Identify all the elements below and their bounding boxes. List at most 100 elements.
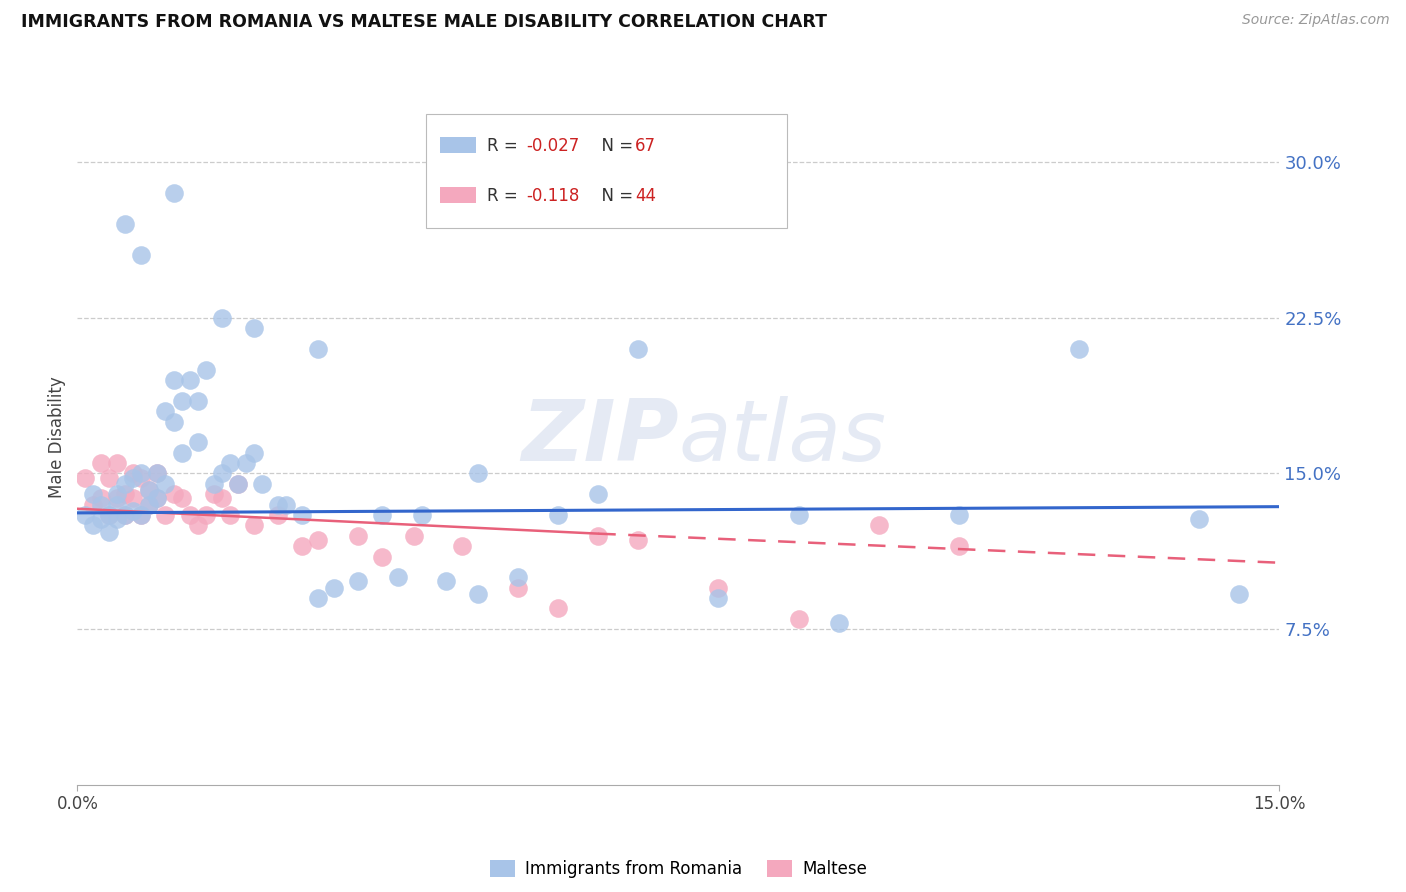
- Point: [131, 470, 153, 484]
- Point: [547, 508, 569, 522]
- Point: [131, 467, 153, 481]
- Point: [82, 498, 104, 512]
- Point: [588, 487, 610, 501]
- Point: [138, 498, 160, 512]
- Point: [170, 491, 193, 506]
- Point: [508, 570, 530, 584]
- Point: [114, 487, 136, 501]
- Point: [307, 591, 329, 605]
- Text: R =: R =: [488, 187, 529, 205]
- Point: [138, 498, 160, 512]
- Y-axis label: Male Disability: Male Disability: [48, 376, 66, 498]
- Point: [187, 518, 209, 533]
- Point: [828, 615, 851, 630]
- Text: N =: N =: [592, 136, 638, 154]
- Point: [547, 601, 569, 615]
- Point: [98, 524, 121, 539]
- Point: [75, 508, 97, 522]
- Point: [242, 321, 264, 335]
- Point: [131, 508, 153, 522]
- Point: [387, 570, 409, 584]
- Point: [138, 483, 160, 497]
- Point: [179, 373, 201, 387]
- Point: [107, 491, 129, 506]
- Point: [627, 342, 650, 356]
- Point: [1069, 342, 1091, 356]
- Point: [226, 476, 249, 491]
- Point: [1229, 587, 1251, 601]
- Point: [194, 508, 217, 522]
- Point: [627, 533, 650, 547]
- Point: [107, 487, 129, 501]
- Point: [131, 508, 153, 522]
- Point: [107, 512, 129, 526]
- Point: [787, 612, 810, 626]
- Point: [155, 404, 177, 418]
- Point: [274, 498, 297, 512]
- Text: atlas: atlas: [679, 395, 886, 479]
- Point: [347, 574, 370, 589]
- Point: [82, 487, 104, 501]
- Point: [146, 491, 169, 506]
- Point: [267, 498, 290, 512]
- Point: [107, 498, 129, 512]
- Point: [211, 310, 233, 325]
- Point: [75, 470, 97, 484]
- Point: [114, 508, 136, 522]
- Point: [162, 373, 184, 387]
- Point: [307, 533, 329, 547]
- Text: Source: ZipAtlas.com: Source: ZipAtlas.com: [1241, 13, 1389, 28]
- Point: [122, 504, 145, 518]
- Point: [218, 456, 240, 470]
- Text: 44: 44: [636, 187, 655, 205]
- Point: [90, 498, 112, 512]
- Point: [508, 581, 530, 595]
- Point: [155, 508, 177, 522]
- Point: [90, 512, 112, 526]
- Point: [146, 467, 169, 481]
- Point: [371, 508, 394, 522]
- Text: N =: N =: [592, 187, 638, 205]
- Text: 67: 67: [636, 136, 655, 154]
- Point: [707, 591, 730, 605]
- Point: [787, 508, 810, 522]
- Point: [235, 456, 257, 470]
- Point: [307, 342, 329, 356]
- Point: [90, 456, 112, 470]
- Text: R =: R =: [488, 136, 523, 154]
- Point: [347, 529, 370, 543]
- Point: [98, 508, 121, 522]
- Point: [122, 467, 145, 481]
- Point: [114, 476, 136, 491]
- Point: [948, 508, 970, 522]
- Point: [202, 487, 225, 501]
- Point: [138, 483, 160, 497]
- Point: [131, 248, 153, 262]
- Point: [707, 581, 730, 595]
- Text: -0.027: -0.027: [527, 136, 579, 154]
- Point: [948, 539, 970, 553]
- Point: [187, 435, 209, 450]
- Point: [122, 470, 145, 484]
- Point: [588, 529, 610, 543]
- Point: [179, 508, 201, 522]
- Point: [90, 491, 112, 506]
- Point: [202, 476, 225, 491]
- Point: [162, 186, 184, 200]
- Point: [211, 491, 233, 506]
- Legend: Immigrants from Romania, Maltese: Immigrants from Romania, Maltese: [484, 853, 873, 885]
- Point: [170, 445, 193, 459]
- Point: [170, 393, 193, 408]
- Point: [155, 476, 177, 491]
- Text: ZIP: ZIP: [520, 395, 679, 479]
- Point: [322, 581, 344, 595]
- Text: IMMIGRANTS FROM ROMANIA VS MALTESE MALE DISABILITY CORRELATION CHART: IMMIGRANTS FROM ROMANIA VS MALTESE MALE …: [21, 13, 827, 31]
- Point: [434, 574, 457, 589]
- Point: [114, 217, 136, 231]
- Point: [187, 393, 209, 408]
- Point: [291, 508, 314, 522]
- Point: [211, 467, 233, 481]
- Point: [98, 470, 121, 484]
- Point: [868, 518, 890, 533]
- Point: [402, 529, 425, 543]
